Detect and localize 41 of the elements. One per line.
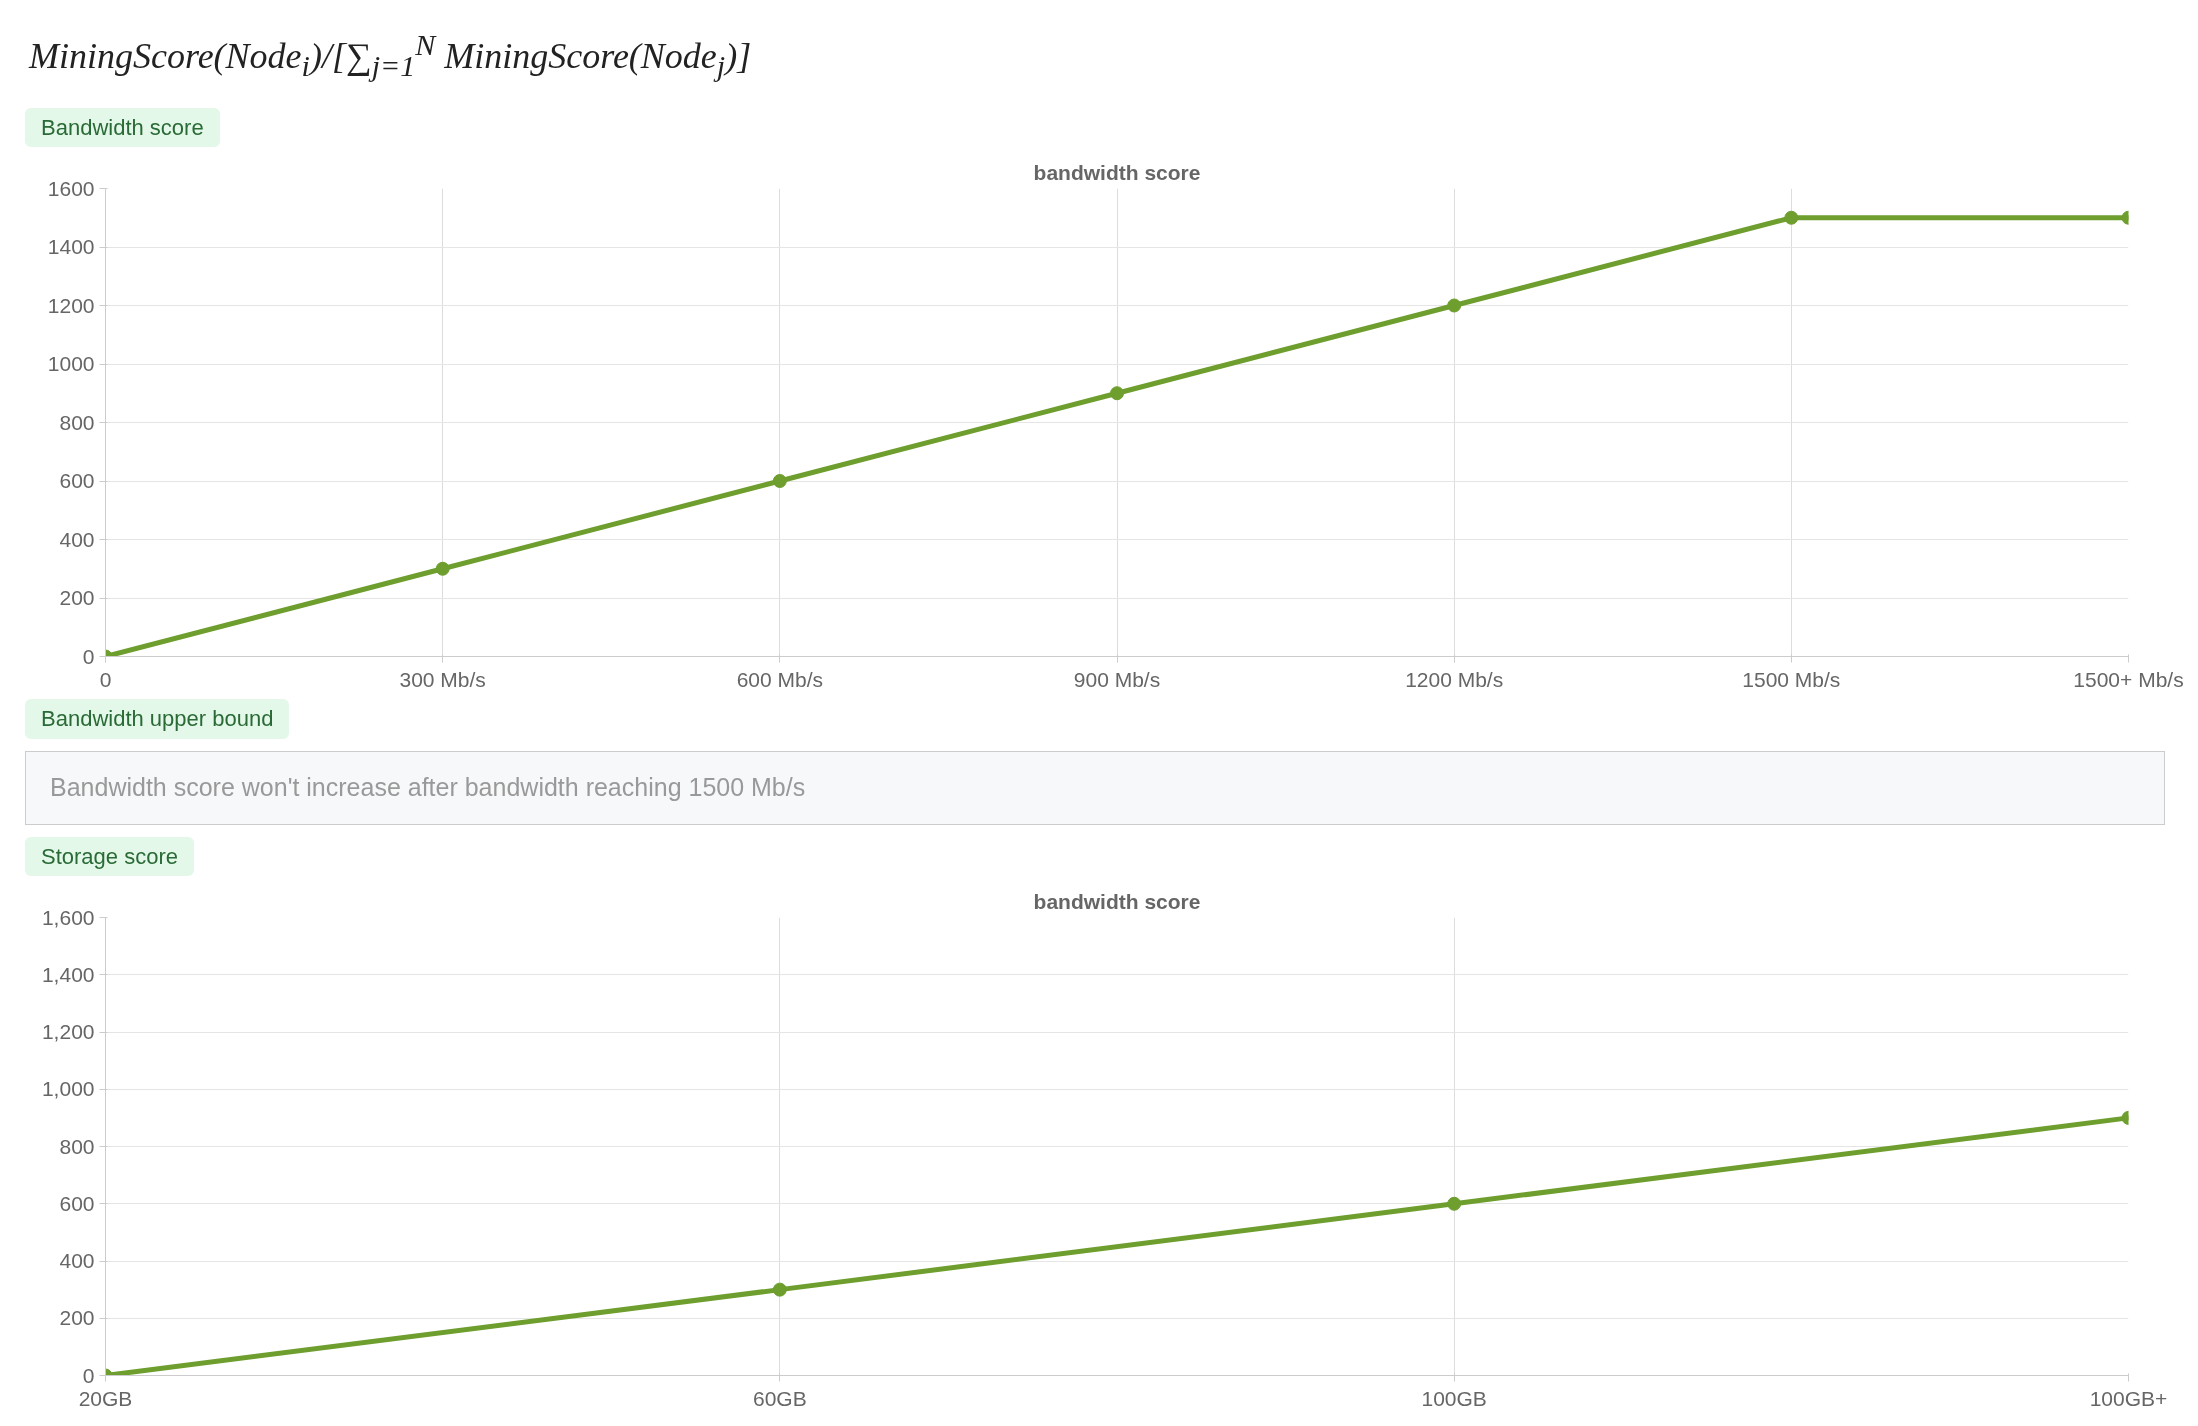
text: Storage score [25,836,194,876]
y-tick-label: 1000 [47,352,95,376]
y-tick-label: 200 [59,1306,95,1330]
text: Bandwidth upper bound [25,699,290,739]
point [1447,298,1462,313]
y-tick-label: 400 [59,1249,95,1272]
y-tick-label: 800 [59,410,95,434]
x-tick-label: 20GB [78,1386,133,1410]
x-tick-label: 900 Mb/s [1073,667,1161,691]
point [772,474,787,489]
y-tick-label: 0 [82,1363,95,1387]
x-tick-label: 0 [99,667,112,691]
x-tick-label: 300 Mb/s [399,667,486,691]
y-tick-label: 1200 [47,293,95,317]
y-tick-label: 1,600 [41,905,95,929]
x-tick-label: 1200 Mb/s [1405,667,1504,691]
y-tick-label: 1600 [47,176,95,200]
y-tick-label: 1400 [47,235,95,259]
chart-title: bandwidth score [1033,160,1201,184]
text: Bandwidth score won't increase after bandwidth reaching 1500 Mb/s [25,750,2165,825]
y-tick-label: 400 [59,527,95,551]
point [1784,211,1799,226]
y-tick-label: 600 [59,469,95,493]
point [435,562,450,577]
chart-title: bandwidth score [1033,889,1201,913]
text: MiningScore(Node$_{i}$)/[∑$_{j=1}$$^{N}$ MiningScore(Node$_{j}$)] [27,27,753,85]
x-tick-label: 100GB+ [2089,1386,2168,1410]
x-tick-label: 60GB [752,1386,807,1410]
x-tick-label: 600 Mb/s [736,667,824,691]
y-tick-label: 600 [59,1191,95,1215]
y-tick-label: 0 [82,644,95,668]
x-tick-label: 1500 Mb/s [1742,667,1841,691]
point [1110,386,1124,401]
y-tick-label: 1,000 [41,1077,95,1101]
y-tick-label: 800 [59,1134,95,1158]
x-tick-label: 100GB [1421,1386,1487,1410]
y-tick-label: 1,200 [41,1020,95,1043]
text: Bandwidth score [25,108,220,148]
x-tick-label: 1500+ Mb/s [2073,667,2184,691]
y-tick-label: 1,400 [41,962,95,986]
y-tick-label: 200 [59,586,95,610]
